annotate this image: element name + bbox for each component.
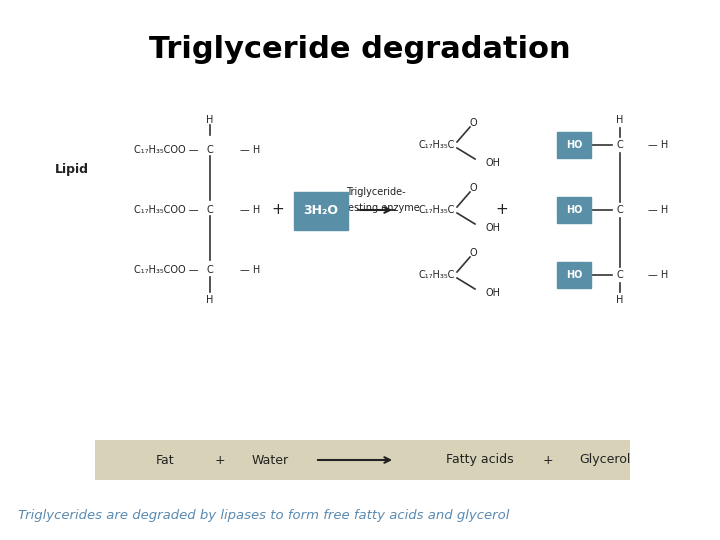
Text: 3H₂O: 3H₂O bbox=[304, 205, 338, 218]
Text: C: C bbox=[616, 140, 624, 150]
Text: +: + bbox=[215, 454, 225, 467]
Text: H: H bbox=[616, 115, 624, 125]
Text: Triglyceride-: Triglyceride- bbox=[346, 187, 406, 197]
Text: — H: — H bbox=[240, 145, 260, 155]
Text: HO: HO bbox=[566, 270, 582, 280]
Text: digesting enzyme: digesting enzyme bbox=[333, 203, 419, 213]
Text: — H: — H bbox=[240, 265, 260, 275]
Text: O: O bbox=[469, 248, 477, 258]
Text: — H: — H bbox=[648, 205, 668, 215]
Text: — H: — H bbox=[648, 270, 668, 280]
Text: C: C bbox=[207, 145, 213, 155]
Text: Water: Water bbox=[251, 454, 289, 467]
Text: H: H bbox=[207, 295, 214, 305]
Text: Lipid: Lipid bbox=[55, 164, 89, 177]
FancyBboxPatch shape bbox=[557, 197, 591, 223]
Text: Fat: Fat bbox=[156, 454, 174, 467]
FancyBboxPatch shape bbox=[557, 262, 591, 288]
Text: Fatty acids: Fatty acids bbox=[446, 454, 514, 467]
Text: OH: OH bbox=[485, 288, 500, 298]
Text: C₁₇H₃₅C: C₁₇H₃₅C bbox=[418, 270, 455, 280]
Text: C₁₇H₃₅COO —: C₁₇H₃₅COO — bbox=[133, 145, 198, 155]
Text: O: O bbox=[469, 118, 477, 128]
Text: C₁₇H₃₅COO —: C₁₇H₃₅COO — bbox=[133, 265, 198, 275]
Text: — H: — H bbox=[648, 140, 668, 150]
Text: H: H bbox=[207, 115, 214, 125]
Text: — H: — H bbox=[240, 205, 260, 215]
FancyBboxPatch shape bbox=[294, 192, 348, 230]
Text: C: C bbox=[616, 270, 624, 280]
Text: +: + bbox=[271, 202, 284, 218]
Text: C: C bbox=[207, 205, 213, 215]
Text: C: C bbox=[616, 205, 624, 215]
Text: OH: OH bbox=[485, 158, 500, 168]
Text: O: O bbox=[469, 183, 477, 193]
Text: C₁₇H₃₅COO —: C₁₇H₃₅COO — bbox=[133, 205, 198, 215]
Text: H: H bbox=[616, 295, 624, 305]
Text: Glycerol: Glycerol bbox=[580, 454, 631, 467]
Text: Triglycerides are degraded by lipases to form free fatty acids and glycerol: Triglycerides are degraded by lipases to… bbox=[18, 509, 509, 522]
Bar bbox=[95, 440, 630, 480]
Text: +: + bbox=[495, 202, 508, 218]
Text: C: C bbox=[207, 265, 213, 275]
Text: +: + bbox=[543, 454, 553, 467]
Text: OH: OH bbox=[485, 223, 500, 233]
Text: C₁₇H₃₅C: C₁₇H₃₅C bbox=[418, 205, 455, 215]
Text: HO: HO bbox=[566, 205, 582, 215]
Text: Triglyceride degradation: Triglyceride degradation bbox=[149, 35, 571, 64]
Text: C₁₇H₃₅C: C₁₇H₃₅C bbox=[418, 140, 455, 150]
Text: HO: HO bbox=[566, 140, 582, 150]
FancyBboxPatch shape bbox=[557, 132, 591, 158]
